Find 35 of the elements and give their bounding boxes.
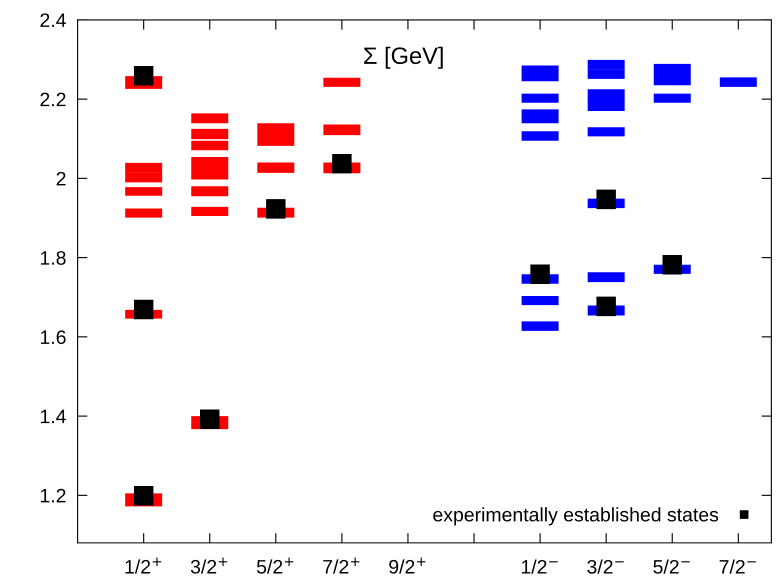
point [530, 264, 550, 284]
y-tick-label: 1.2 [40, 488, 66, 502]
bar [323, 78, 360, 87]
y-tick-label: 1.8 [40, 251, 66, 265]
y-tick-label: 2.2 [40, 92, 66, 106]
y-tick-label: 2 [56, 172, 66, 186]
bar [257, 162, 294, 173]
point [662, 255, 682, 274]
y-tick-label: 1.6 [40, 330, 66, 344]
legend-label: experimentally established states [433, 507, 718, 526]
point [134, 300, 154, 320]
bar [257, 123, 294, 146]
point [200, 410, 220, 429]
y-tick-label: 1.4 [40, 410, 66, 424]
x-tick-label: 5/2$^{−}$ [653, 559, 690, 574]
bar [323, 124, 360, 136]
y-tick-label: 2.4 [40, 13, 66, 27]
x-tick-label: 9/2$^{+}$ [389, 558, 426, 574]
bar [125, 208, 162, 218]
x-tick-label: 5/2$^{+}$ [256, 558, 294, 574]
text: Σ [GeV] [364, 46, 443, 69]
point [134, 66, 154, 86]
bar [191, 186, 228, 196]
point [596, 296, 616, 316]
point [266, 199, 286, 219]
x-tick-label: 7/2$^{+}$ [323, 558, 360, 574]
point [332, 154, 352, 174]
x-tick-label: 1/2$^{+}$ [126, 558, 162, 574]
x-tick-label: 3/2$^{−}$ [587, 559, 624, 574]
x-tick-label: 3/2$^{+}$ [190, 558, 228, 574]
point [596, 190, 616, 210]
x-tick-label: 7/2$^{−}$ [720, 559, 756, 574]
point [134, 486, 154, 506]
x-tick-label: 1/2$^{−}$ [522, 559, 558, 574]
bar [191, 206, 228, 216]
